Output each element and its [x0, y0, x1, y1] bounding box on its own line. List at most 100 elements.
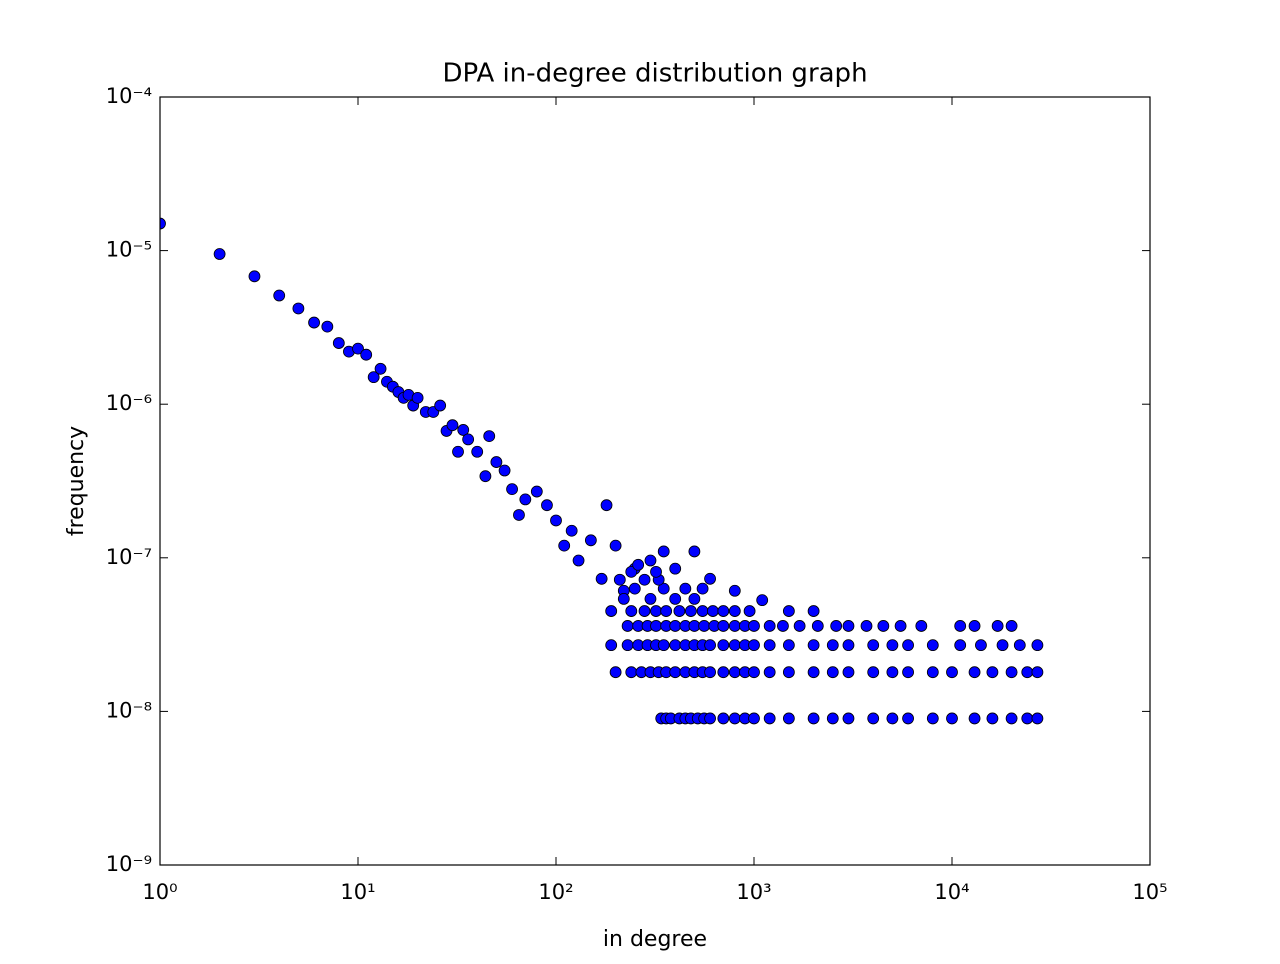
point	[609, 539, 622, 552]
point	[506, 483, 518, 496]
point	[968, 666, 981, 679]
point	[609, 666, 622, 679]
point	[657, 545, 670, 558]
point	[632, 558, 645, 571]
x-tick-label: 10⁴	[934, 880, 969, 904]
y-axis-label: frequency	[64, 426, 89, 536]
point	[332, 337, 345, 349]
point	[826, 666, 839, 679]
point	[605, 605, 618, 617]
point	[704, 666, 716, 679]
point	[1013, 639, 1026, 652]
point	[842, 620, 855, 632]
point	[452, 445, 464, 458]
point	[954, 639, 967, 652]
point	[644, 593, 657, 605]
point	[807, 712, 820, 725]
y-tick-label: 10⁻⁷	[106, 545, 152, 569]
point	[748, 620, 760, 632]
point	[657, 582, 670, 595]
point	[434, 399, 447, 412]
x-tick-label: 10⁵	[1132, 880, 1167, 904]
point	[704, 712, 716, 725]
point	[657, 639, 670, 652]
point	[886, 639, 899, 652]
point	[669, 620, 682, 632]
point	[763, 666, 776, 679]
point	[688, 545, 701, 558]
point	[748, 712, 760, 725]
point	[968, 620, 981, 632]
point	[986, 666, 999, 679]
point	[292, 302, 305, 315]
x-tick-label: 10⁰	[142, 880, 177, 904]
point	[669, 639, 682, 652]
point	[669, 562, 682, 575]
point	[360, 348, 373, 361]
point	[1021, 666, 1034, 679]
point	[684, 605, 697, 617]
point	[625, 565, 638, 578]
point	[541, 499, 553, 512]
point	[248, 270, 261, 283]
point	[728, 639, 741, 652]
point	[728, 712, 741, 725]
point	[1031, 712, 1044, 725]
point	[679, 582, 692, 595]
point	[717, 639, 730, 652]
y-tick-label: 10⁻⁹	[106, 852, 152, 876]
point	[273, 289, 286, 302]
point	[842, 666, 855, 679]
point	[915, 620, 928, 632]
point	[660, 605, 673, 617]
x-axis-label: in degree	[603, 927, 707, 952]
x-tick-label: 10²	[538, 880, 573, 904]
point	[867, 639, 880, 652]
point	[986, 712, 999, 725]
point	[793, 620, 806, 632]
point	[926, 712, 939, 725]
point	[572, 554, 585, 567]
point	[728, 666, 741, 679]
point	[877, 620, 890, 632]
point	[763, 712, 776, 725]
point	[826, 712, 839, 725]
point	[777, 620, 789, 632]
point	[411, 391, 424, 404]
point	[584, 534, 597, 547]
point	[621, 639, 634, 652]
point	[483, 430, 496, 442]
point	[867, 666, 880, 679]
point	[457, 424, 470, 436]
point	[894, 620, 907, 632]
point	[743, 605, 756, 617]
point	[728, 620, 741, 632]
point	[763, 620, 776, 632]
point	[321, 320, 334, 333]
point	[696, 605, 709, 617]
point	[728, 605, 741, 617]
y-tick-label: 10⁻⁴	[106, 84, 152, 108]
point	[991, 620, 1004, 632]
point	[688, 593, 701, 605]
point	[807, 666, 820, 679]
point	[479, 470, 492, 483]
point	[638, 605, 651, 617]
point	[308, 316, 320, 329]
point	[902, 666, 914, 679]
point	[490, 456, 503, 468]
point	[513, 509, 525, 521]
point	[462, 433, 475, 446]
point	[842, 712, 855, 725]
point	[471, 445, 484, 458]
point	[638, 573, 651, 586]
x-tick-label: 10³	[736, 880, 771, 904]
point	[613, 573, 626, 586]
point	[946, 666, 958, 679]
point	[698, 620, 711, 632]
point	[704, 639, 716, 652]
point	[886, 712, 899, 725]
point	[886, 666, 899, 679]
